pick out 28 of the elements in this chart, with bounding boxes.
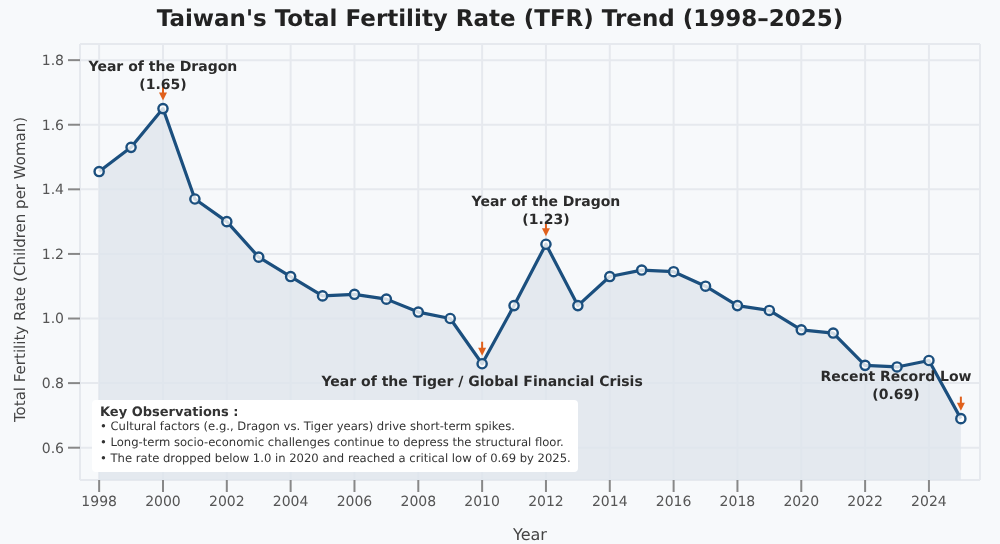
point	[316, 290, 329, 302]
point	[380, 293, 393, 305]
point	[508, 299, 520, 312]
point	[603, 270, 616, 283]
point	[827, 327, 839, 339]
point	[93, 165, 105, 178]
point	[955, 412, 967, 425]
point	[221, 215, 233, 228]
point	[923, 354, 935, 367]
point	[284, 270, 297, 283]
point	[125, 141, 137, 154]
point	[252, 251, 265, 263]
point	[635, 264, 648, 276]
point	[444, 312, 457, 325]
x-axis-title: Year	[511, 526, 549, 544]
point	[667, 265, 680, 278]
point	[699, 280, 712, 293]
point	[731, 299, 744, 312]
point	[157, 102, 169, 115]
point	[476, 357, 488, 370]
point	[540, 238, 552, 251]
chart-title: Taiwan's Total Fertility Rate (TFR) Trend (1998–2025)	[154, 4, 846, 32]
point	[572, 299, 584, 312]
point	[412, 306, 425, 318]
point	[348, 288, 361, 301]
point	[763, 304, 776, 317]
point	[795, 324, 808, 336]
point	[189, 193, 201, 205]
